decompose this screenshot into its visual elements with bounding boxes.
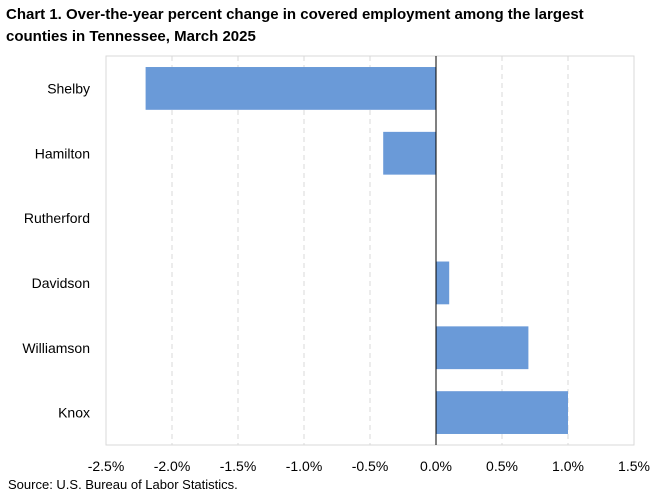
category-label: Knox bbox=[58, 405, 90, 421]
category-label: Davidson bbox=[32, 275, 90, 291]
x-tick-label: -0.5% bbox=[352, 458, 389, 474]
bar-davidson bbox=[436, 261, 450, 305]
bar-knox bbox=[436, 391, 568, 434]
x-tick-label: 0.5% bbox=[486, 458, 518, 474]
source-note: Source: U.S. Bureau of Labor Statistics. bbox=[8, 477, 238, 492]
bar-williamson bbox=[436, 326, 529, 370]
bars bbox=[145, 67, 568, 434]
category-label: Rutherford bbox=[24, 210, 90, 226]
x-tick-label: -2.0% bbox=[154, 458, 191, 474]
x-tick-label: 1.0% bbox=[552, 458, 584, 474]
x-tick-label: 0.0% bbox=[420, 458, 452, 474]
bar-hamilton bbox=[383, 131, 436, 175]
category-labels: Shelby Hamilton Rutherford Davidson Williams… bbox=[22, 80, 90, 420]
category-label: Hamilton bbox=[35, 145, 90, 161]
x-tick-label: -1.5% bbox=[220, 458, 257, 474]
gridlines bbox=[171, 56, 569, 445]
category-label: Williamson bbox=[22, 340, 90, 356]
category-label: Shelby bbox=[47, 80, 90, 96]
x-tick-label: -1.0% bbox=[286, 458, 323, 474]
chart-title: Chart 1. Over-the-year percent change in… bbox=[6, 6, 584, 45]
x-tick-label: 1.5% bbox=[618, 458, 650, 474]
bar-shelby bbox=[145, 67, 436, 110]
x-tick-label: -2.5% bbox=[88, 458, 125, 474]
x-tick-labels: -2.5% -2.0% -1.5% -1.0% -0.5% 0.0% 0.5% 1.0% 1.5… bbox=[88, 458, 650, 474]
